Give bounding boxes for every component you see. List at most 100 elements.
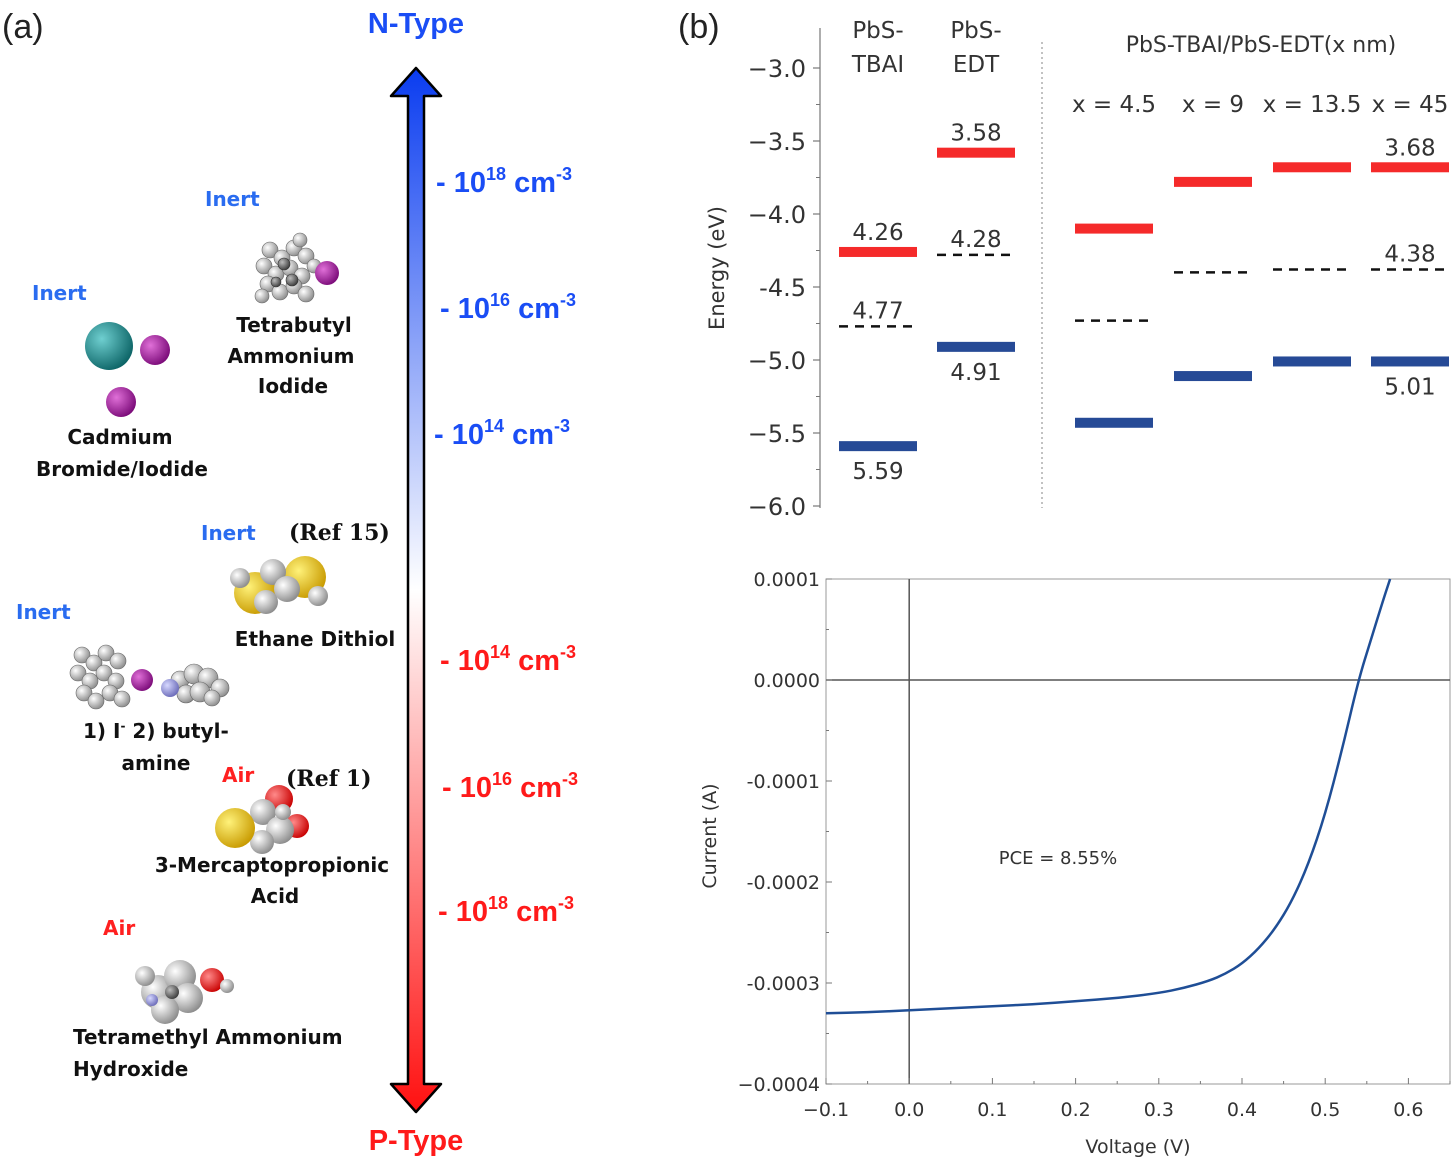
conduction-band-level xyxy=(1075,223,1153,234)
panel-b: (b) −3.0 −3.5 −4.0 -4.5 −5.0 −5.5 −6.0 Energy (… xyxy=(678,8,1451,1158)
ligand-atmosphere: Inert xyxy=(205,187,260,211)
conduction-band-label: 4.26 xyxy=(852,220,903,246)
fermi-level-label: 4.38 xyxy=(1384,241,1435,267)
energy-y-tick-label: −5.0 xyxy=(748,347,806,375)
energy-column-header: TBAI xyxy=(851,52,904,78)
iodide-butylamine-molecule-icon xyxy=(69,644,230,710)
iv-x-axis-label: Voltage (V) xyxy=(1085,1136,1190,1158)
mpa-molecule-icon xyxy=(215,785,309,854)
ligand-name-line: Ammonium xyxy=(227,344,354,368)
pce-annotation: PCE = 8.55% xyxy=(999,848,1118,869)
fermi-level-label: 4.77 xyxy=(852,298,903,324)
iv-y-tick-label: -0.0003 xyxy=(747,973,820,995)
panel-b-label: (b) xyxy=(678,8,720,46)
iv-y-axis-label: Current (A) xyxy=(699,783,721,888)
doping-tick-label: - 1016 cm-3 xyxy=(442,769,578,804)
valence-band-label: 5.01 xyxy=(1384,374,1435,400)
iv-x-tick-label: 0.5 xyxy=(1310,1099,1340,1121)
energy-level-chart: −3.0 −3.5 −4.0 -4.5 −5.0 −5.5 −6.0 Energy (eV) P… xyxy=(705,18,1449,521)
ligand-atmosphere: Air xyxy=(222,763,254,787)
conduction-band-level xyxy=(1273,162,1351,173)
doping-tick-label: - 1014 cm-3 xyxy=(434,416,570,451)
energy-column-header: PbS- xyxy=(852,18,903,44)
valence-band-level xyxy=(1174,371,1252,382)
iv-y-tick-label: -0.0002 xyxy=(747,872,820,894)
iv-curve-chart: −0.1 0.0 0.1 0.2 0.3 0.4 0.5 0.6 0.0001 0.0000 -0.… xyxy=(699,569,1451,1158)
doping-scale-arrow xyxy=(389,66,443,1114)
energy-column-header: EDT xyxy=(953,52,1000,78)
energy-y-tick-label: −5.5 xyxy=(748,420,806,448)
conduction-band-level xyxy=(1174,176,1252,187)
ligand-name-line: Hydroxide xyxy=(73,1057,188,1081)
panel-a: (a) N-Type P-Type - 1018 cm-3 - 1016 cm-3… xyxy=(2,8,578,1157)
iv-x-tick-label: 0.1 xyxy=(977,1099,1007,1121)
iv-x-tick-label: 0.3 xyxy=(1144,1099,1174,1121)
doping-tick-label: - 1018 cm-3 xyxy=(436,164,572,199)
energy-column-header: x = 13.5 xyxy=(1263,92,1362,118)
ligand-atmosphere: Inert xyxy=(16,600,71,624)
iv-y-tick-label: 0.0000 xyxy=(754,670,820,692)
cadmium-halide-molecule-icon xyxy=(85,322,170,417)
ligand-name-line: Ethane Dithiol xyxy=(235,627,395,651)
iv-plot-frame xyxy=(825,578,1451,1085)
ligand-name-line: Acid xyxy=(251,884,300,908)
ligand-atmosphere: Inert xyxy=(32,281,87,305)
iv-x-tick-label: 0.4 xyxy=(1227,1099,1257,1121)
energy-y-tick-label: −3.5 xyxy=(748,128,806,156)
energy-group-header: PbS-TBAI/PbS-EDT(x nm) xyxy=(1126,33,1397,58)
ligand-name-line: Tetrabutyl xyxy=(236,313,351,337)
panel-a-label: (a) xyxy=(2,8,44,46)
valence-band-level xyxy=(1273,356,1351,367)
valence-band-label: 5.59 xyxy=(852,459,903,485)
ligand-name-line: Bromide/Iodide xyxy=(36,457,208,481)
energy-y-tick-label: −3.0 xyxy=(748,55,806,83)
valence-band-level xyxy=(839,441,917,452)
conduction-band-level xyxy=(937,147,1015,158)
energy-y-tick-label: −4.0 xyxy=(748,201,806,229)
iv-y-tick-label: -0.0001 xyxy=(747,771,820,793)
valence-band-label: 4.91 xyxy=(950,360,1001,386)
ligand-name-line: amine xyxy=(122,751,191,775)
ligand-name-line: Tetramethyl Ammonium xyxy=(73,1025,343,1049)
valence-band-level xyxy=(937,341,1015,352)
valence-band-level xyxy=(1075,417,1153,428)
iv-y-tick-label: 0.0001 xyxy=(754,569,820,591)
ligand-atmosphere: Air xyxy=(103,916,135,940)
energy-column-header: x = 4.5 xyxy=(1072,92,1156,118)
ligand-name-line: 3-Mercaptopropionic xyxy=(155,853,389,877)
ligand-ref: (Ref 15) xyxy=(289,520,390,546)
iv-x-tick-label: 0.2 xyxy=(1060,1099,1090,1121)
doping-tick-label: - 1014 cm-3 xyxy=(440,642,576,677)
doping-tick-label: - 1016 cm-3 xyxy=(440,290,576,325)
edt-molecule-icon xyxy=(230,556,328,614)
tmah-molecule-icon xyxy=(135,960,234,1024)
ligand-ref: (Ref 1) xyxy=(286,766,372,792)
energy-y-tick-label: −6.0 xyxy=(748,493,806,521)
energy-column-header: PbS- xyxy=(950,18,1001,44)
energy-y-tick-label: -4.5 xyxy=(759,274,806,302)
p-type-label: P-Type xyxy=(369,1125,464,1157)
iv-x-tick-label: 0.0 xyxy=(894,1099,924,1121)
energy-column-header: x = 45 xyxy=(1372,92,1449,118)
ligand-name-line: Cadmium xyxy=(67,425,172,449)
fermi-level-label: 4.28 xyxy=(950,227,1001,253)
ligand-atmosphere: Inert xyxy=(201,521,256,545)
valence-band-level xyxy=(1371,356,1449,367)
conduction-band-level xyxy=(1371,162,1449,173)
doping-ticks: - 1018 cm-3 - 1016 cm-3 - 1014 cm-3 - 1014 … xyxy=(434,164,578,928)
energy-column-header: x = 9 xyxy=(1182,92,1244,118)
n-type-label: N-Type xyxy=(368,8,464,40)
iv-x-tick-label: 0.6 xyxy=(1393,1099,1423,1121)
iv-y-tick-label: −0.0004 xyxy=(738,1074,820,1096)
doping-tick-label: - 1018 cm-3 xyxy=(438,893,574,928)
ligand-name-line: Iodide xyxy=(258,374,328,398)
conduction-band-label: 3.68 xyxy=(1384,135,1435,161)
iv-x-tick-label: −0.1 xyxy=(803,1099,849,1121)
tbai-molecule-icon xyxy=(254,232,339,304)
energy-y-axis-label: Energy (eV) xyxy=(705,206,729,330)
iv-curve xyxy=(825,578,1392,1015)
conduction-band-label: 3.58 xyxy=(950,121,1001,147)
conduction-band-level xyxy=(839,246,917,257)
ligand-name-line: 1) I- 2) butyl- xyxy=(83,719,229,743)
